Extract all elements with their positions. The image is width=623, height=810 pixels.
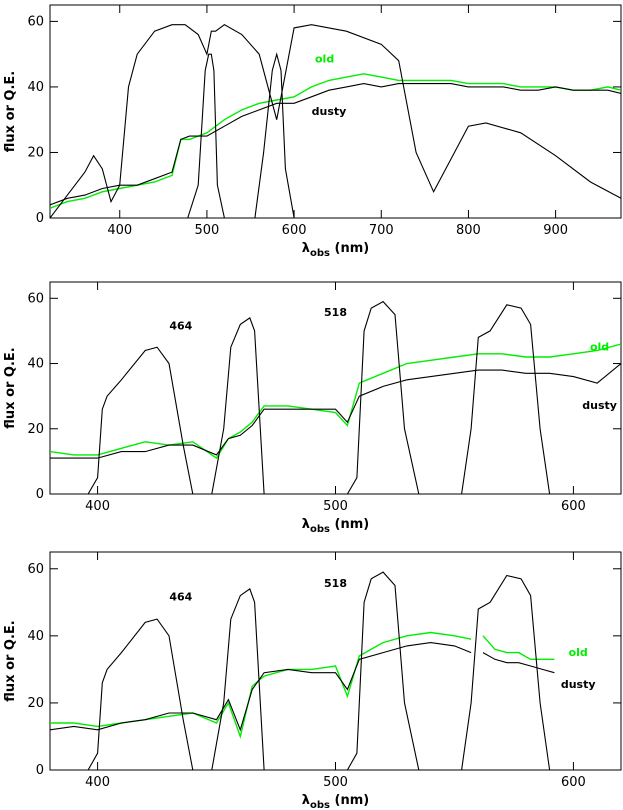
y-axis-label: flux or Q.E.: [3, 620, 18, 701]
annotation-label: 518: [324, 306, 347, 319]
chart-panel-2: 400 500 600 0 20 40 60 λobs (nm) flux or Q.E. 464…: [3, 281, 622, 535]
series-line-dusty: [50, 642, 472, 732]
x-axis-label: λobs (nm): [302, 517, 369, 535]
x-tick-label: 500: [323, 499, 348, 514]
chart-panel-3: 400 500 600 0 20 40 60 λobs (nm) flux or Q.E. 464…: [3, 551, 622, 810]
y-tick-label: 0: [36, 763, 44, 778]
annotation-label: old: [590, 340, 609, 353]
x-tick-label: 500: [323, 775, 348, 790]
annotation-label: old: [569, 646, 588, 659]
x-tick-label: 700: [369, 223, 394, 238]
y-tick-label: 0: [36, 211, 44, 226]
annotation-label: 464: [169, 319, 192, 332]
plot-frame: [49, 4, 622, 219]
annotation-label: 464: [169, 591, 192, 604]
y-tick-label: 20: [27, 145, 44, 160]
y-tick-label: 0: [36, 487, 44, 502]
x-axis-label: λobs (nm): [302, 793, 369, 810]
annotation-label: 518: [324, 577, 347, 590]
filter-curve-line: [211, 588, 265, 770]
series-group: [50, 24, 621, 218]
y-tick-label: 60: [27, 291, 44, 306]
series-line-dusty: [50, 363, 621, 459]
filter-curve-line: [187, 53, 225, 218]
x-tick-label: 500: [195, 223, 220, 238]
y-tick-label: 60: [27, 562, 44, 577]
filter-curve-line: [50, 618, 194, 770]
x-tick-label: 600: [282, 223, 307, 238]
series-line-dusty: [482, 652, 555, 674]
series-line-old: [482, 635, 555, 660]
y-tick-label: 60: [27, 14, 44, 29]
x-tick-label: 600: [561, 775, 586, 790]
filter-curve-line: [50, 24, 621, 218]
filter-curve-line: [254, 52, 295, 218]
y-tick-label: 40: [27, 80, 44, 95]
y-tick-label: 20: [27, 422, 44, 437]
filter-curve-line: [346, 571, 420, 770]
filter-curve-line: [50, 346, 194, 494]
chart-panel-1: 400 500 600 700 800 900 0 20 40 60 λobs (nm) flux o…: [3, 4, 622, 259]
x-tick-label: 800: [456, 223, 481, 238]
annotation-label: dusty: [582, 399, 617, 412]
series-line-dusty: [50, 83, 621, 206]
annotation-label: dusty: [561, 678, 596, 691]
annotation-label: old: [315, 52, 334, 65]
series-line-old: [50, 343, 621, 460]
x-tick-label: 900: [543, 223, 568, 238]
filter-curve-line: [211, 317, 265, 494]
x-tick-label: 400: [85, 499, 110, 514]
series-group: [50, 300, 621, 494]
series-line-old: [50, 73, 621, 209]
y-axis-label: flux or Q.E.: [3, 347, 18, 428]
y-tick-label: 20: [27, 696, 44, 711]
filter-curve-line: [461, 304, 551, 494]
y-tick-label: 40: [27, 357, 44, 372]
x-axis-label: λobs (nm): [302, 241, 369, 259]
y-axis-label: flux or Q.E.: [3, 71, 18, 152]
series-group: [50, 571, 555, 770]
x-tick-label: 600: [561, 499, 586, 514]
filter-curve-line: [346, 300, 420, 494]
y-tick-label: 40: [27, 629, 44, 644]
annotation-label: dusty: [312, 105, 347, 118]
filter-curve-line: [461, 574, 551, 770]
x-tick-label: 400: [107, 223, 132, 238]
x-tick-label: 400: [85, 775, 110, 790]
